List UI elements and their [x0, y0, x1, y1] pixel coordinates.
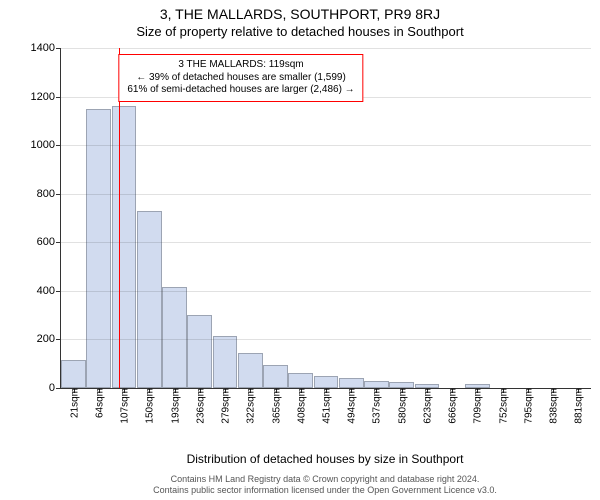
histogram-bar	[86, 109, 111, 388]
footer-line2: Contains public sector information licen…	[153, 485, 497, 495]
histogram-bar	[213, 336, 238, 388]
xtick-label: 580sqm	[395, 388, 408, 424]
histogram-bar	[314, 376, 339, 388]
grid-line	[61, 145, 591, 146]
plot-area: 020040060080010001200140021sqm64sqm107sq…	[60, 48, 591, 389]
xtick-label: 451sqm	[320, 388, 333, 424]
callout-line1: 3 THE MALLARDS: 119sqm	[178, 59, 303, 70]
histogram-bar	[263, 365, 288, 388]
x-axis-label: Distribution of detached houses by size …	[60, 452, 590, 466]
histogram-bar	[238, 353, 263, 388]
ytick-label: 0	[49, 382, 61, 394]
ytick-label: 600	[37, 236, 61, 248]
xtick-label: 537sqm	[370, 388, 383, 424]
histogram-bar	[339, 378, 364, 388]
grid-line	[61, 48, 591, 49]
xtick-label: 709sqm	[471, 388, 484, 424]
xtick-label: 795sqm	[521, 388, 534, 424]
histogram-bar	[288, 373, 313, 388]
histogram-bar	[137, 211, 162, 388]
ytick-label: 400	[37, 285, 61, 297]
histogram-bar	[187, 315, 212, 388]
xtick-label: 838sqm	[547, 388, 560, 424]
xtick-label: 322sqm	[244, 388, 257, 424]
xtick-label: 236sqm	[193, 388, 206, 424]
xtick-label: 107sqm	[118, 388, 131, 424]
xtick-label: 193sqm	[168, 388, 181, 424]
xtick-label: 279sqm	[219, 388, 232, 424]
footer-line1: Contains HM Land Registry data © Crown c…	[171, 474, 480, 484]
ytick-label: 1000	[31, 139, 61, 151]
xtick-label: 64sqm	[92, 388, 105, 418]
grid-line	[61, 194, 591, 195]
grid-line	[61, 291, 591, 292]
ytick-label: 1200	[31, 91, 61, 103]
xtick-label: 752sqm	[496, 388, 509, 424]
xtick-label: 408sqm	[294, 388, 307, 424]
xtick-label: 21sqm	[67, 388, 80, 418]
chart-title-address: 3, THE MALLARDS, SOUTHPORT, PR9 8RJ	[0, 6, 600, 22]
xtick-label: 150sqm	[143, 388, 156, 424]
chart-container: 3, THE MALLARDS, SOUTHPORT, PR9 8RJ Size…	[0, 0, 600, 500]
histogram-bar	[162, 287, 187, 388]
ytick-label: 1400	[31, 42, 61, 54]
xtick-label: 623sqm	[420, 388, 433, 424]
histogram-bar	[112, 106, 137, 388]
xtick-label: 666sqm	[446, 388, 459, 424]
property-callout: 3 THE MALLARDS: 119sqm ← 39% of detached …	[118, 54, 363, 102]
footer-attribution: Contains HM Land Registry data © Crown c…	[60, 474, 590, 496]
xtick-label: 881sqm	[572, 388, 585, 424]
grid-line	[61, 339, 591, 340]
ytick-label: 200	[37, 333, 61, 345]
callout-line2: ← 39% of detached houses are smaller (1,…	[127, 72, 354, 85]
ytick-label: 800	[37, 188, 61, 200]
histogram-bar	[61, 360, 86, 388]
grid-line	[61, 242, 591, 243]
xtick-label: 365sqm	[269, 388, 282, 424]
histogram-bar	[364, 381, 389, 388]
callout-line3: 61% of semi-detached houses are larger (…	[127, 84, 354, 97]
chart-subtitle: Size of property relative to detached ho…	[0, 24, 600, 39]
xtick-label: 494sqm	[345, 388, 358, 424]
